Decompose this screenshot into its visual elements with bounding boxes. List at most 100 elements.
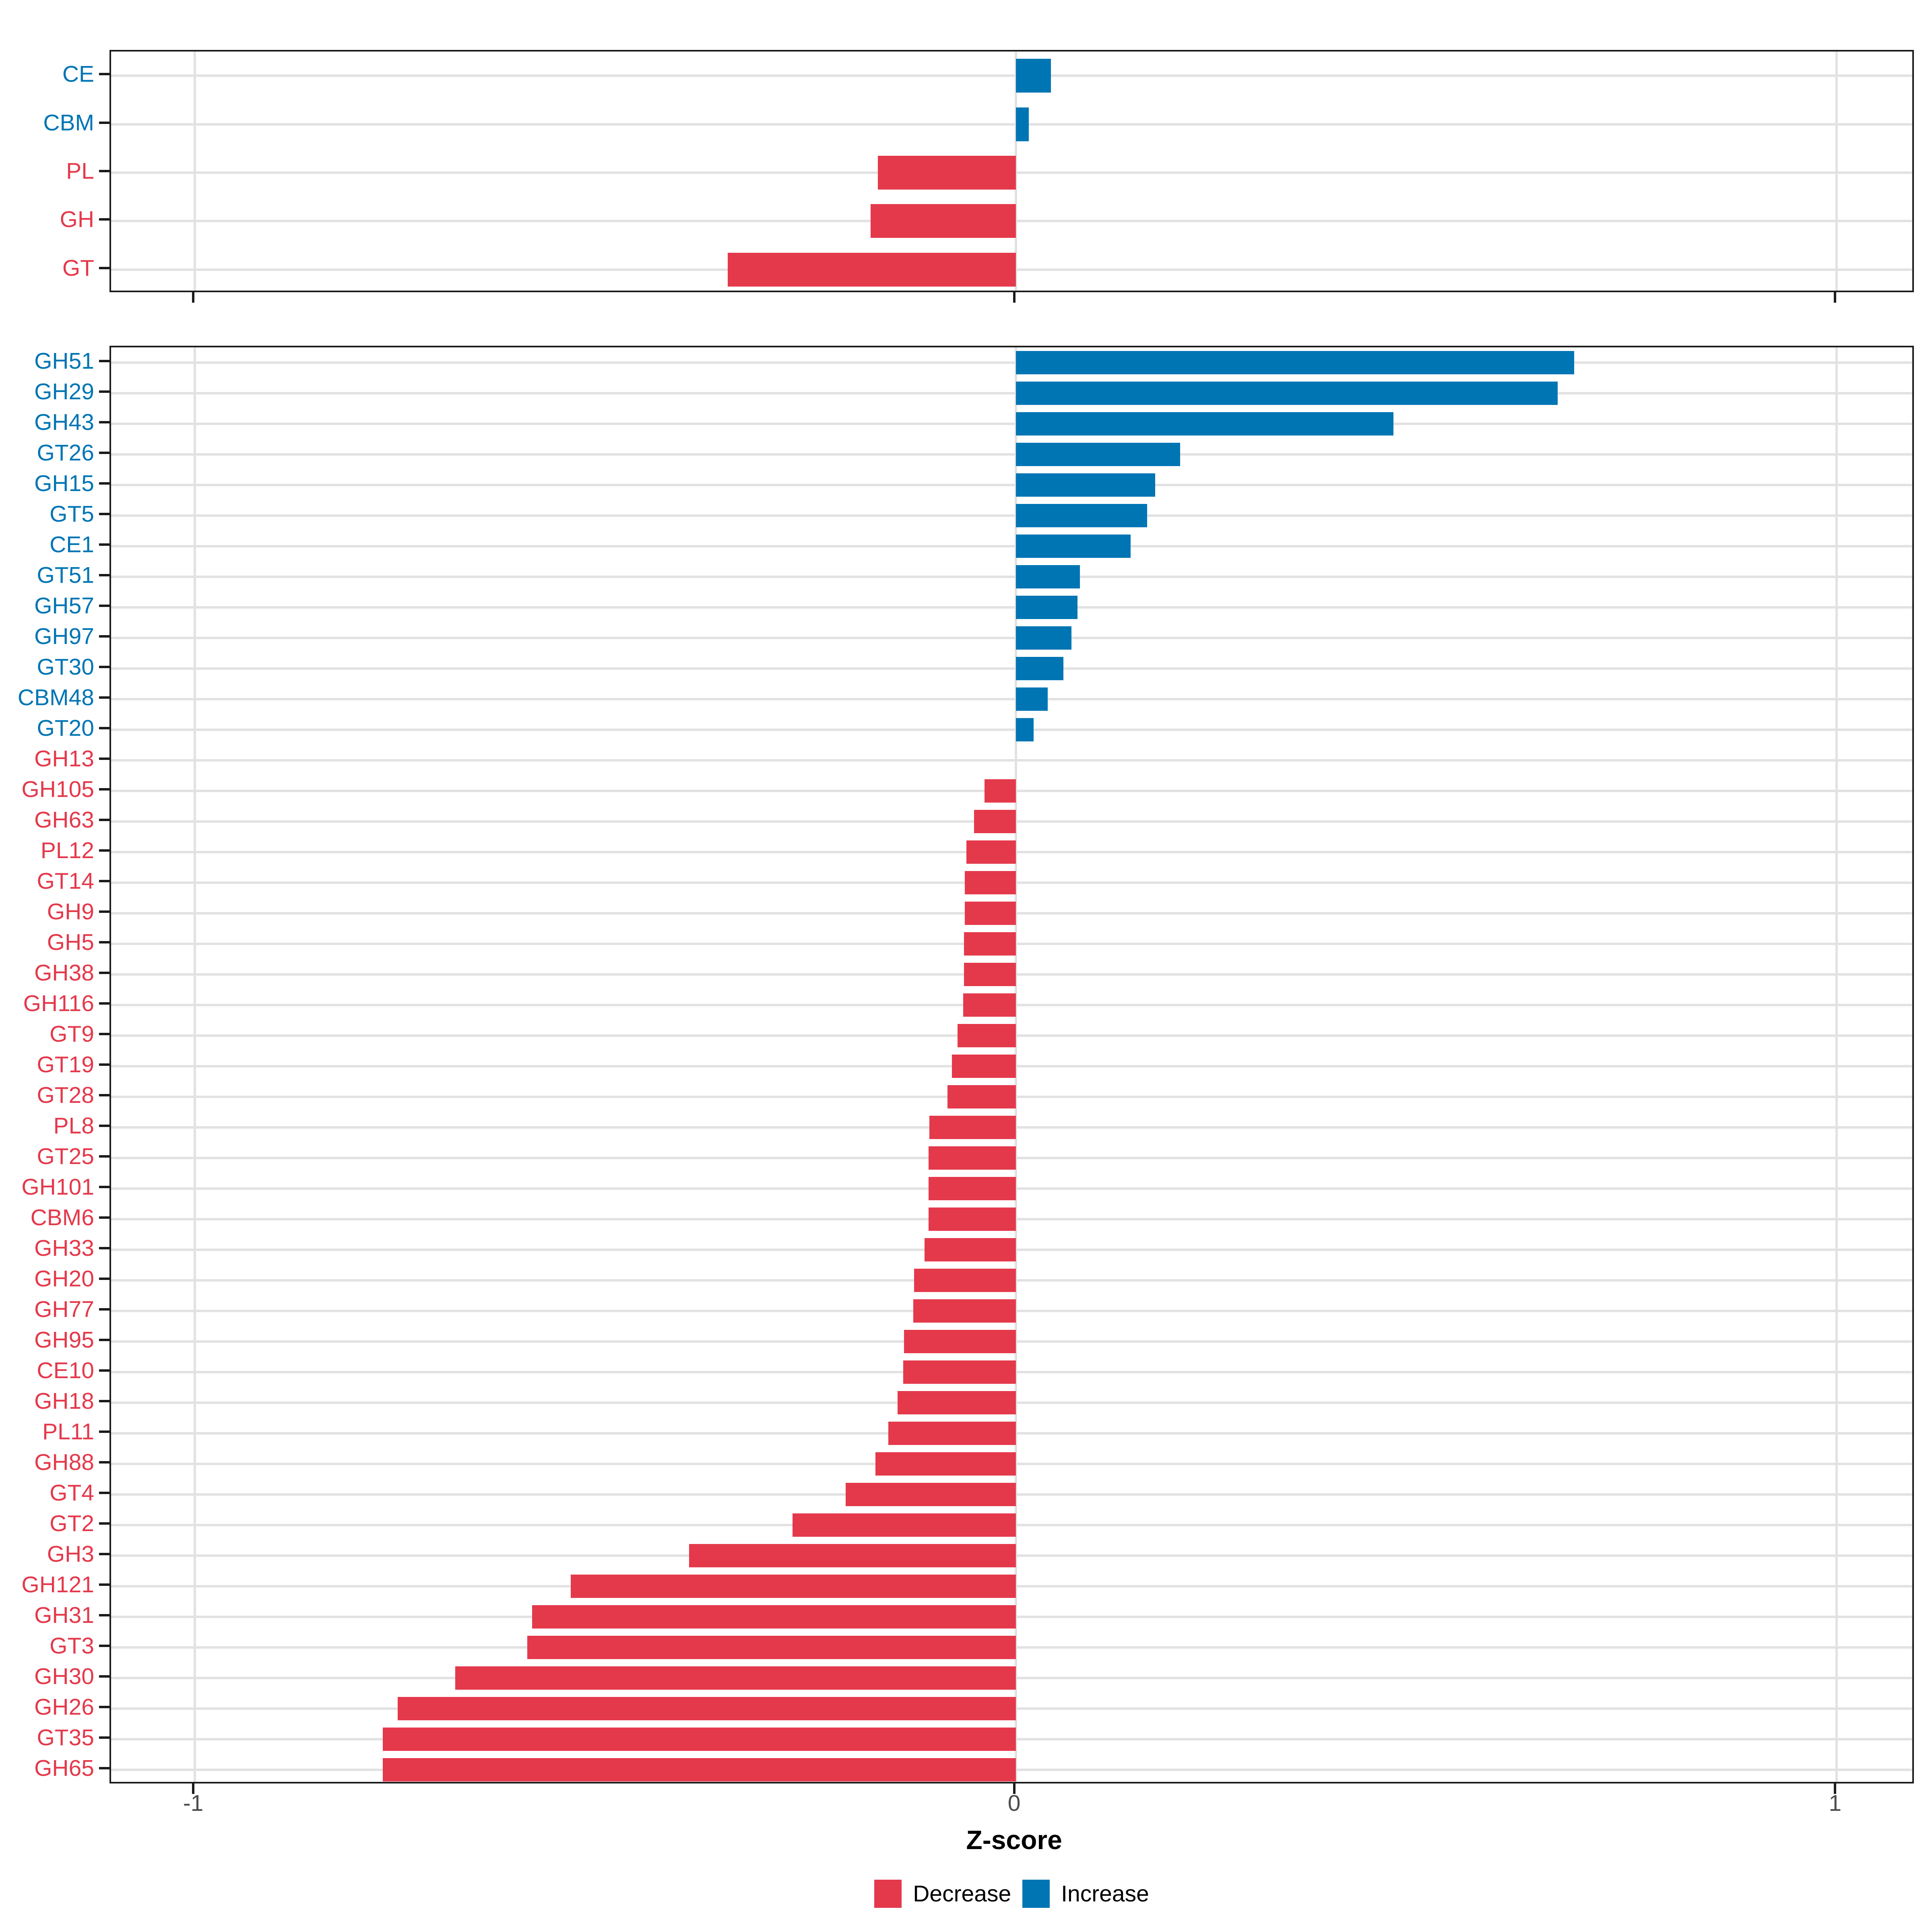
category-label-CE10: CE10	[37, 1358, 94, 1383]
category-label-GH18: GH18	[34, 1388, 94, 1414]
gridline-row	[111, 484, 1912, 486]
x-tick--1	[192, 292, 195, 303]
y-tick	[99, 1583, 109, 1586]
y-tick	[99, 1706, 109, 1708]
bar-GH38	[964, 963, 1016, 986]
gridline-row	[111, 759, 1912, 762]
bar-GH63	[974, 810, 1016, 833]
category-label-GT9: GT9	[50, 1021, 94, 1047]
category-label-GT20: GT20	[37, 715, 94, 741]
y-tick	[99, 1736, 109, 1739]
legend-swatch-increase	[1022, 1880, 1050, 1908]
category-label-GH31: GH31	[34, 1602, 94, 1628]
bar-GH65	[383, 1758, 1016, 1781]
category-label-CE: CE	[62, 61, 94, 87]
y-tick	[99, 513, 109, 515]
category-label-GH30: GH30	[34, 1664, 94, 1689]
y-tick	[99, 360, 109, 362]
y-tick	[99, 788, 109, 791]
y-tick	[99, 1675, 109, 1678]
y-tick	[99, 972, 109, 974]
y-tick	[99, 1400, 109, 1402]
category-label-GH116: GH116	[23, 991, 94, 1016]
category-label-GH3: GH3	[47, 1541, 94, 1567]
y-tick	[99, 1033, 109, 1035]
category-label-GH121: GH121	[21, 1572, 94, 1598]
category-label-GH15: GH15	[34, 471, 94, 496]
gridline-row	[111, 514, 1912, 517]
y-tick	[99, 1645, 109, 1647]
bar-GH77	[913, 1299, 1016, 1323]
y-tick	[99, 941, 109, 943]
gridline-row	[111, 423, 1912, 425]
y-tick	[99, 1094, 109, 1096]
bar-CBM48	[1016, 687, 1048, 711]
gridline-row	[111, 729, 1912, 731]
x-tick-1	[1834, 292, 1837, 303]
y-tick	[99, 1553, 109, 1555]
category-label-GH38: GH38	[34, 960, 94, 986]
legend-label-increase: Increase	[1061, 1880, 1149, 1907]
category-label-GH26: GH26	[34, 1694, 94, 1720]
category-label-GH5: GH5	[47, 929, 94, 955]
gridline-row	[111, 698, 1912, 700]
gridline-row	[111, 606, 1912, 609]
category-label-GT30: GT30	[37, 654, 94, 680]
y-tick	[99, 390, 109, 393]
category-label-PL8: PL8	[53, 1113, 94, 1139]
category-label-GT14: GT14	[37, 868, 94, 894]
bar-GH121	[571, 1575, 1016, 1598]
y-tick	[99, 696, 109, 699]
gridline-row	[111, 453, 1912, 456]
category-label-PL11: PL11	[42, 1419, 94, 1445]
category-label-GH63: GH63	[34, 807, 94, 833]
bar-GH95	[904, 1330, 1016, 1353]
bar-GH26	[397, 1697, 1016, 1720]
bar-GH43	[1016, 412, 1393, 436]
y-tick	[99, 73, 109, 76]
category-label-GT26: GT26	[37, 440, 94, 466]
category-label-GT3: GT3	[50, 1633, 94, 1659]
bar-GH101	[929, 1177, 1016, 1200]
bar-PL11	[888, 1422, 1016, 1445]
y-tick	[99, 1278, 109, 1280]
y-tick	[99, 452, 109, 454]
bar-GH5	[964, 932, 1016, 956]
y-tick	[99, 635, 109, 638]
bar-GH88	[875, 1452, 1016, 1476]
bar-GH97	[1016, 626, 1072, 650]
legend-swatch-decrease	[874, 1880, 902, 1908]
y-tick	[99, 819, 109, 821]
category-label-GT19: GT19	[37, 1052, 94, 1077]
category-label-GH9: GH9	[47, 899, 94, 925]
x-tick-label-0: 0	[1007, 1790, 1021, 1816]
gridline-x-0	[1014, 347, 1017, 1782]
y-tick	[99, 910, 109, 913]
category-label-GH77: GH77	[34, 1296, 94, 1322]
bar-CE	[1016, 59, 1051, 93]
legend-item-increase: Increase	[1022, 1880, 1149, 1908]
category-label-GH97: GH97	[34, 623, 94, 649]
category-label-CBM6: CBM6	[30, 1205, 94, 1230]
y-tick	[99, 121, 109, 124]
category-label-GT35: GT35	[37, 1725, 94, 1750]
bottom-panel	[109, 346, 1914, 1783]
bar-GT20	[1016, 718, 1034, 741]
y-tick	[99, 1216, 109, 1219]
bar-GH9	[965, 902, 1016, 925]
y-tick	[99, 543, 109, 546]
bar-GH30	[455, 1666, 1016, 1690]
bar-GH	[870, 204, 1016, 238]
category-label-CBM: CBM	[43, 109, 94, 136]
legend-label-decrease: Decrease	[913, 1880, 1011, 1907]
category-label-GH101: GH101	[21, 1174, 94, 1200]
x-tick-0	[1013, 292, 1016, 303]
y-tick	[99, 1002, 109, 1005]
y-tick	[99, 666, 109, 668]
y-tick	[99, 1430, 109, 1433]
gridline-row	[111, 637, 1912, 639]
bar-CBM	[1016, 107, 1029, 141]
category-label-PL12: PL12	[40, 838, 94, 863]
y-tick	[99, 1522, 109, 1525]
y-tick	[99, 1461, 109, 1463]
